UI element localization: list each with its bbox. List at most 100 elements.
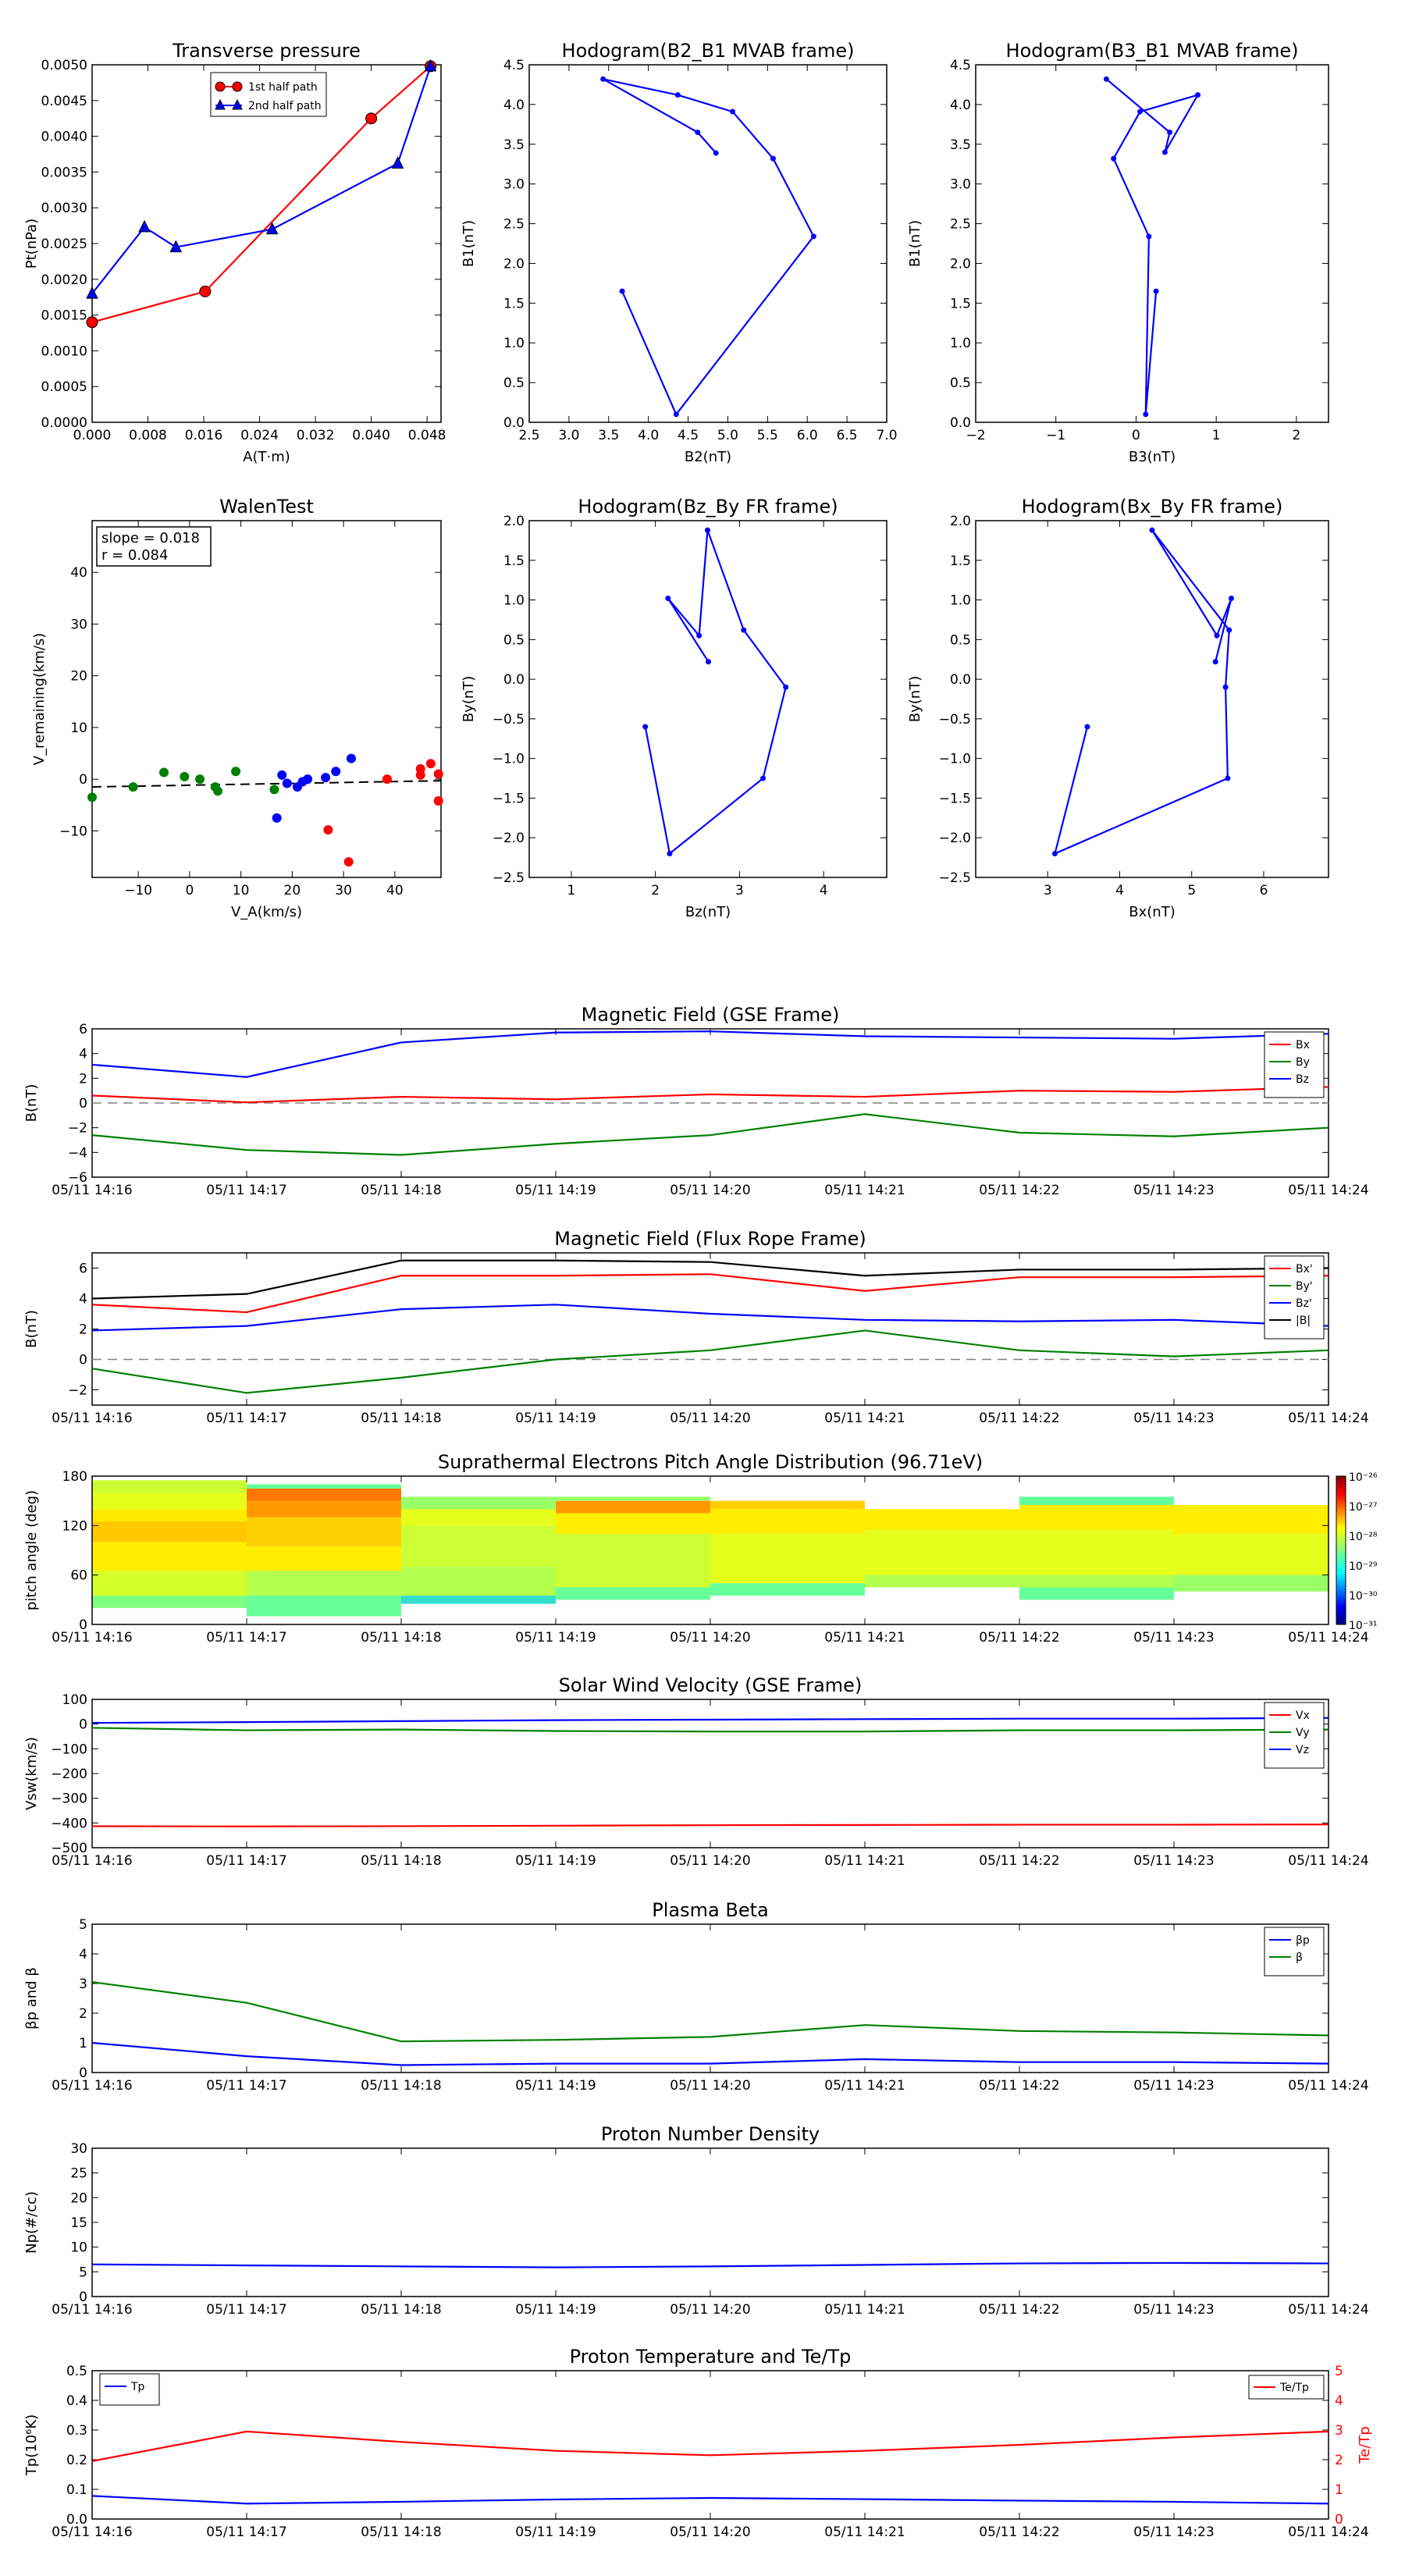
beta-legend-label: βp	[1296, 1934, 1310, 1947]
vsw-xtick-label: 05/11 14:21	[824, 1853, 905, 1869]
pad-colorbar-tick-label: 10⁻³⁰	[1349, 1590, 1378, 1603]
walen-data-point	[346, 753, 356, 763]
h1-ytick-label: 0.0	[503, 415, 525, 431]
h1-data-point	[713, 150, 719, 156]
tp-temp-xtick-label: 05/11 14:18	[361, 2524, 441, 2540]
pad-heatmap-cell	[92, 1607, 247, 1617]
h4-xlabel: Bx(nT)	[1129, 904, 1175, 920]
h1-ylabel: B1(nT)	[461, 220, 477, 267]
mag_fr-plot-frame	[91, 1252, 1329, 1406]
pad-heatmap-cell	[247, 1488, 401, 1501]
h3-data-point	[667, 851, 673, 857]
h3-data-point	[741, 627, 747, 633]
h2-ytick-label: 3.5	[950, 137, 971, 153]
h2-data-point	[1146, 233, 1152, 240]
mag_fr-series-line	[91, 1273, 1329, 1314]
h4-data-point	[1225, 775, 1231, 781]
beta-ytick-label: 2	[79, 2006, 87, 2022]
pad-heatmap-cell	[92, 1493, 247, 1510]
h1-path-line	[603, 78, 815, 416]
pad-xtick-label: 05/11 14:17	[206, 1630, 286, 1646]
h1-xtick-label: 4.5	[678, 428, 699, 443]
pad-ytick-label: 0	[79, 1617, 87, 1633]
h4-ytick-label: −1.0	[939, 752, 971, 767]
h3-ylabel: By(nT)	[461, 676, 477, 722]
tp-temp-right-tick-label: 1	[1335, 2482, 1343, 2498]
tp-temp-xtick-label: 05/11 14:23	[1133, 2524, 1214, 2540]
beta-xtick-label: 05/11 14:23	[1133, 2078, 1214, 2094]
beta-ytick-label: 1	[79, 2036, 87, 2051]
pad-xtick-label: 05/11 14:16	[52, 1630, 132, 1646]
tp-legend-marker	[215, 81, 226, 92]
pad-xtick-label: 05/11 14:23	[1133, 1630, 1214, 1646]
vsw-xtick-label: 05/11 14:17	[206, 1853, 286, 1869]
pad-heatmap-cell	[556, 1513, 710, 1534]
h2-ytick-label: 4.5	[950, 58, 971, 73]
pad-heatmap-cell	[247, 1500, 401, 1517]
beta-title: Plasma Beta	[652, 1899, 768, 1921]
tp-temp-right-tick-label: 3	[1335, 2423, 1343, 2439]
pad-xtick-label: 05/11 14:18	[361, 1630, 441, 1646]
h1-title: Hodogram(B2_B1 MVAB frame)	[562, 40, 855, 62]
h3-ytick-label: −1.5	[493, 791, 525, 806]
pad-ytick-label: 120	[62, 1518, 87, 1534]
pad-heatmap-cell	[556, 1587, 710, 1600]
h4-ylabel: By(nT)	[907, 676, 923, 722]
beta-xtick-label: 05/11 14:18	[361, 2078, 441, 2094]
vsw-series-line	[91, 1823, 1329, 1827]
np-xtick-label: 05/11 14:23	[1133, 2302, 1214, 2318]
pad-heatmap-cell	[92, 1521, 247, 1542]
h4-plot-frame	[975, 520, 1329, 878]
beta-ylabel: βp and β	[23, 1967, 40, 2030]
h3-data-point	[704, 527, 710, 533]
tp-legend-marker	[232, 81, 243, 92]
mag_fr-xtick-label: 05/11 14:18	[361, 1411, 441, 1426]
pad-heatmap-cell	[1174, 1533, 1329, 1575]
pad-heatmap-cell	[92, 1571, 247, 1596]
h1-ytick-label: 1.5	[503, 296, 525, 311]
tp-ytick-label: 0.0030	[41, 201, 87, 216]
tp-data-point	[391, 156, 404, 169]
tp-temp-series-line	[91, 2430, 1329, 2462]
pad-heatmap-cell	[1019, 1529, 1174, 1575]
mag_fr-ytick-label: −2	[68, 1383, 87, 1399]
tp-temp-ytick-label: 0.0	[66, 2512, 87, 2528]
tp-ytick-label: 0.0040	[41, 130, 87, 145]
h2-ytick-label: 4.0	[950, 98, 971, 113]
pad-heatmap-cell	[247, 1484, 401, 1489]
walen-data-point	[159, 767, 169, 777]
h4-ytick-label: −2.5	[939, 870, 971, 886]
tp-ytick-label: 0.0015	[41, 308, 87, 324]
h4-xtick-label: 4	[1115, 883, 1124, 898]
beta-ytick-label: 5	[79, 1917, 87, 1933]
mag_fr-xtick-label: 05/11 14:20	[670, 1411, 750, 1426]
walen-xtick-label: 20	[284, 883, 301, 898]
tp-temp-ylabel: Tp(10⁶K)	[23, 2414, 40, 2476]
walen-fit-line	[91, 780, 442, 788]
pad-heatmap-cell	[556, 1500, 710, 1514]
walen-xtick-label: 40	[386, 883, 404, 898]
tp-data-point	[365, 112, 378, 125]
pad-colorbar-tick-label: 10⁻²⁸	[1349, 1531, 1378, 1543]
mag_fr-xtick-label: 05/11 14:16	[52, 1411, 132, 1426]
tp-temp-left-legend-label: Tp	[130, 2381, 145, 2393]
walen-ytick-label: 30	[70, 617, 87, 632]
h2-ytick-label: 3.0	[950, 177, 971, 193]
h4-data-point	[1212, 659, 1218, 665]
walen-data-point	[323, 825, 333, 835]
h2-ylabel: B1(nT)	[907, 220, 923, 267]
h4-data-point	[1084, 724, 1090, 730]
h3-ytick-label: 2.0	[503, 514, 525, 529]
h3-ytick-label: 0.0	[503, 672, 525, 688]
mag_gse-xtick-label: 05/11 14:16	[52, 1183, 132, 1198]
h4-data-point	[1149, 527, 1155, 533]
pad-xtick-label: 05/11 14:19	[515, 1630, 596, 1646]
vsw-title: Solar Wind Velocity (GSE Frame)	[559, 1674, 863, 1696]
h3-xtick-label: 1	[567, 883, 575, 898]
tp-temp-right-tick-label: 2	[1335, 2453, 1343, 2468]
h2-xtick-label: 0	[1132, 428, 1140, 443]
tp-xtick-label: 0.016	[185, 428, 223, 443]
tp-data-point	[199, 285, 212, 297]
pad-heatmap-cell	[556, 1496, 710, 1501]
walen-plot-frame	[91, 520, 442, 878]
